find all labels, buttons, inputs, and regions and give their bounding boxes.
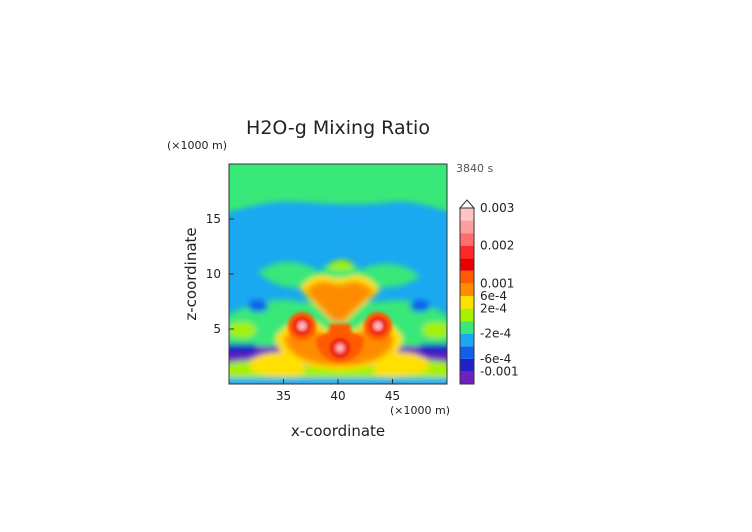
- y-tick-label: 15: [206, 212, 221, 226]
- colorbar-label: 0.003: [480, 201, 514, 215]
- colorbar-label: 6e-4: [480, 289, 507, 303]
- colorbar-swatch: [460, 346, 474, 359]
- plot-area: [229, 164, 447, 384]
- colorbar-swatch: [460, 270, 474, 284]
- colorbar-frame: [459, 207, 475, 385]
- colorbar-label: -6e-4: [480, 352, 511, 366]
- x-axis-unit: (×1000 m): [390, 404, 450, 417]
- time-label: 3840 s: [456, 162, 493, 175]
- colorbar-swatch: [460, 283, 474, 296]
- colorbar-label: 2e-4: [480, 302, 507, 316]
- y-tick-label: 5: [213, 322, 221, 336]
- colorbar-swatch: [460, 371, 474, 384]
- colorbar-label: 0.001: [480, 276, 514, 290]
- colorbar-swatch: [460, 245, 474, 259]
- y-axis-unit: (×1000 m): [167, 139, 227, 152]
- colorbar-swatch: [460, 208, 474, 221]
- chart-title: H2O-g Mixing Ratio: [246, 117, 430, 139]
- y-tick-label: 10: [206, 267, 221, 281]
- x-axis-label: x-coordinate: [291, 422, 385, 440]
- x-tick-label: 40: [330, 389, 345, 403]
- y-axis: 5 10 15: [206, 212, 234, 336]
- x-tick-label: 35: [276, 389, 291, 403]
- colorbar-extend-arrow: [458, 199, 476, 209]
- x-axis: 35 40 45: [276, 379, 400, 403]
- colorbar-swatch: [460, 321, 474, 334]
- colorbar-swatch: [460, 233, 474, 246]
- y-axis-label: z-coordinate: [182, 227, 200, 320]
- colorbar-label: 0.002: [480, 239, 514, 253]
- colorbar-swatch: [460, 296, 474, 309]
- x-tick-label: 45: [385, 389, 400, 403]
- colorbar-label: -0.001: [480, 364, 519, 378]
- colorbar-swatch: [460, 258, 474, 271]
- colorbar-label: -2e-4: [480, 327, 511, 341]
- colorbar-swatch: [460, 220, 474, 234]
- colorbar-swatch: [460, 333, 474, 347]
- colorbar-swatch: [460, 358, 474, 372]
- colorbar-swatch: [460, 308, 474, 322]
